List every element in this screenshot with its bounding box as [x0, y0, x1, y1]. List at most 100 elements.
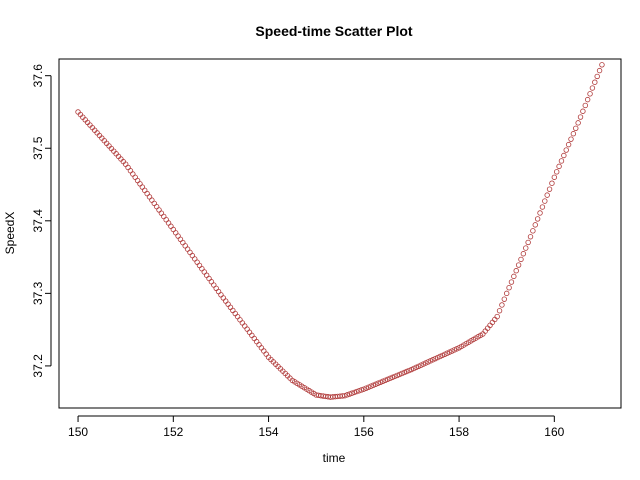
data-point [208, 279, 215, 285]
data-point [582, 102, 588, 109]
data-point [363, 385, 369, 391]
data-point [142, 187, 148, 194]
data-point [127, 168, 134, 174]
data-point [577, 114, 584, 120]
data-point [239, 320, 246, 326]
data-point [170, 226, 177, 233]
y-tick-label: 37.3 [31, 281, 45, 305]
data-point [587, 91, 593, 97]
data-point [501, 296, 508, 302]
data-point [218, 292, 224, 298]
data-point [222, 298, 229, 304]
data-point [130, 171, 136, 177]
data-point [187, 249, 193, 256]
data-point [230, 307, 236, 314]
data-point [251, 335, 257, 342]
data-point [206, 275, 212, 282]
data-point [368, 383, 374, 389]
data-point [192, 256, 198, 262]
data-point [513, 268, 519, 274]
data-point [168, 223, 174, 229]
data-point [496, 308, 503, 314]
data-point [139, 184, 146, 190]
data-point [258, 345, 265, 351]
data-point [373, 381, 379, 387]
data-point [211, 282, 217, 288]
data-point [394, 372, 400, 379]
data-point [220, 295, 227, 301]
data-point [161, 213, 167, 220]
data-point [575, 120, 581, 126]
y-tick-label: 37.5 [31, 136, 45, 160]
data-point [196, 262, 203, 269]
data-point [137, 181, 143, 187]
data-point [554, 169, 560, 175]
data-point [351, 389, 357, 396]
data-point [515, 262, 522, 268]
data-point [344, 392, 350, 398]
data-point [342, 392, 348, 399]
data-point [406, 367, 412, 374]
data-point [523, 245, 529, 251]
data-point [234, 313, 241, 320]
data-point [172, 230, 179, 236]
y-axis-label: SpeedX [3, 212, 17, 255]
data-point [182, 243, 188, 249]
data-point [242, 323, 248, 329]
data-point [377, 379, 384, 385]
data-point [253, 338, 260, 345]
data-point [199, 265, 205, 272]
x-tick-label: 150 [68, 425, 88, 439]
data-point [549, 180, 555, 186]
data-point [544, 192, 550, 198]
data-point [256, 342, 262, 348]
data-point [358, 387, 365, 393]
data-point [551, 174, 558, 180]
data-point [401, 369, 407, 376]
data-point [158, 210, 165, 216]
data-point [151, 200, 157, 207]
data-point [563, 147, 569, 153]
y-axis: 37.2 37.3 37.4 37.5 37.6 [31, 64, 52, 378]
data-point [594, 73, 600, 80]
data-point [546, 186, 553, 192]
data-point [396, 371, 403, 378]
data-point [558, 158, 565, 164]
data-point [353, 388, 360, 395]
data-point [370, 382, 377, 388]
data-point [487, 322, 493, 328]
data-point [201, 269, 207, 275]
data-point [580, 108, 586, 114]
y-tick-label: 37.6 [31, 64, 45, 88]
plot-box [58, 58, 622, 409]
x-tick-label: 154 [259, 425, 279, 439]
data-point [380, 378, 386, 384]
data-point [532, 222, 538, 228]
data-point [482, 328, 488, 334]
data-point [132, 174, 138, 180]
data-point [556, 163, 562, 170]
data-point [399, 370, 405, 377]
x-tick-label: 160 [544, 425, 564, 439]
data-point [525, 239, 531, 246]
data-point [387, 375, 393, 382]
data-point [356, 388, 362, 394]
data-point [125, 164, 131, 171]
data-point [539, 204, 546, 210]
data-point [180, 239, 186, 246]
data-point [382, 377, 388, 384]
data-point [527, 234, 534, 240]
data-point [184, 246, 191, 252]
data-point [237, 317, 243, 323]
data-point [592, 79, 598, 85]
data-point [244, 326, 250, 332]
data-point [565, 141, 572, 148]
data-point [596, 67, 603, 74]
data-point [177, 236, 184, 242]
data-point [365, 384, 372, 390]
data-point [542, 198, 548, 204]
data-point [349, 390, 355, 396]
data-point [530, 228, 536, 234]
data-point [156, 207, 162, 213]
